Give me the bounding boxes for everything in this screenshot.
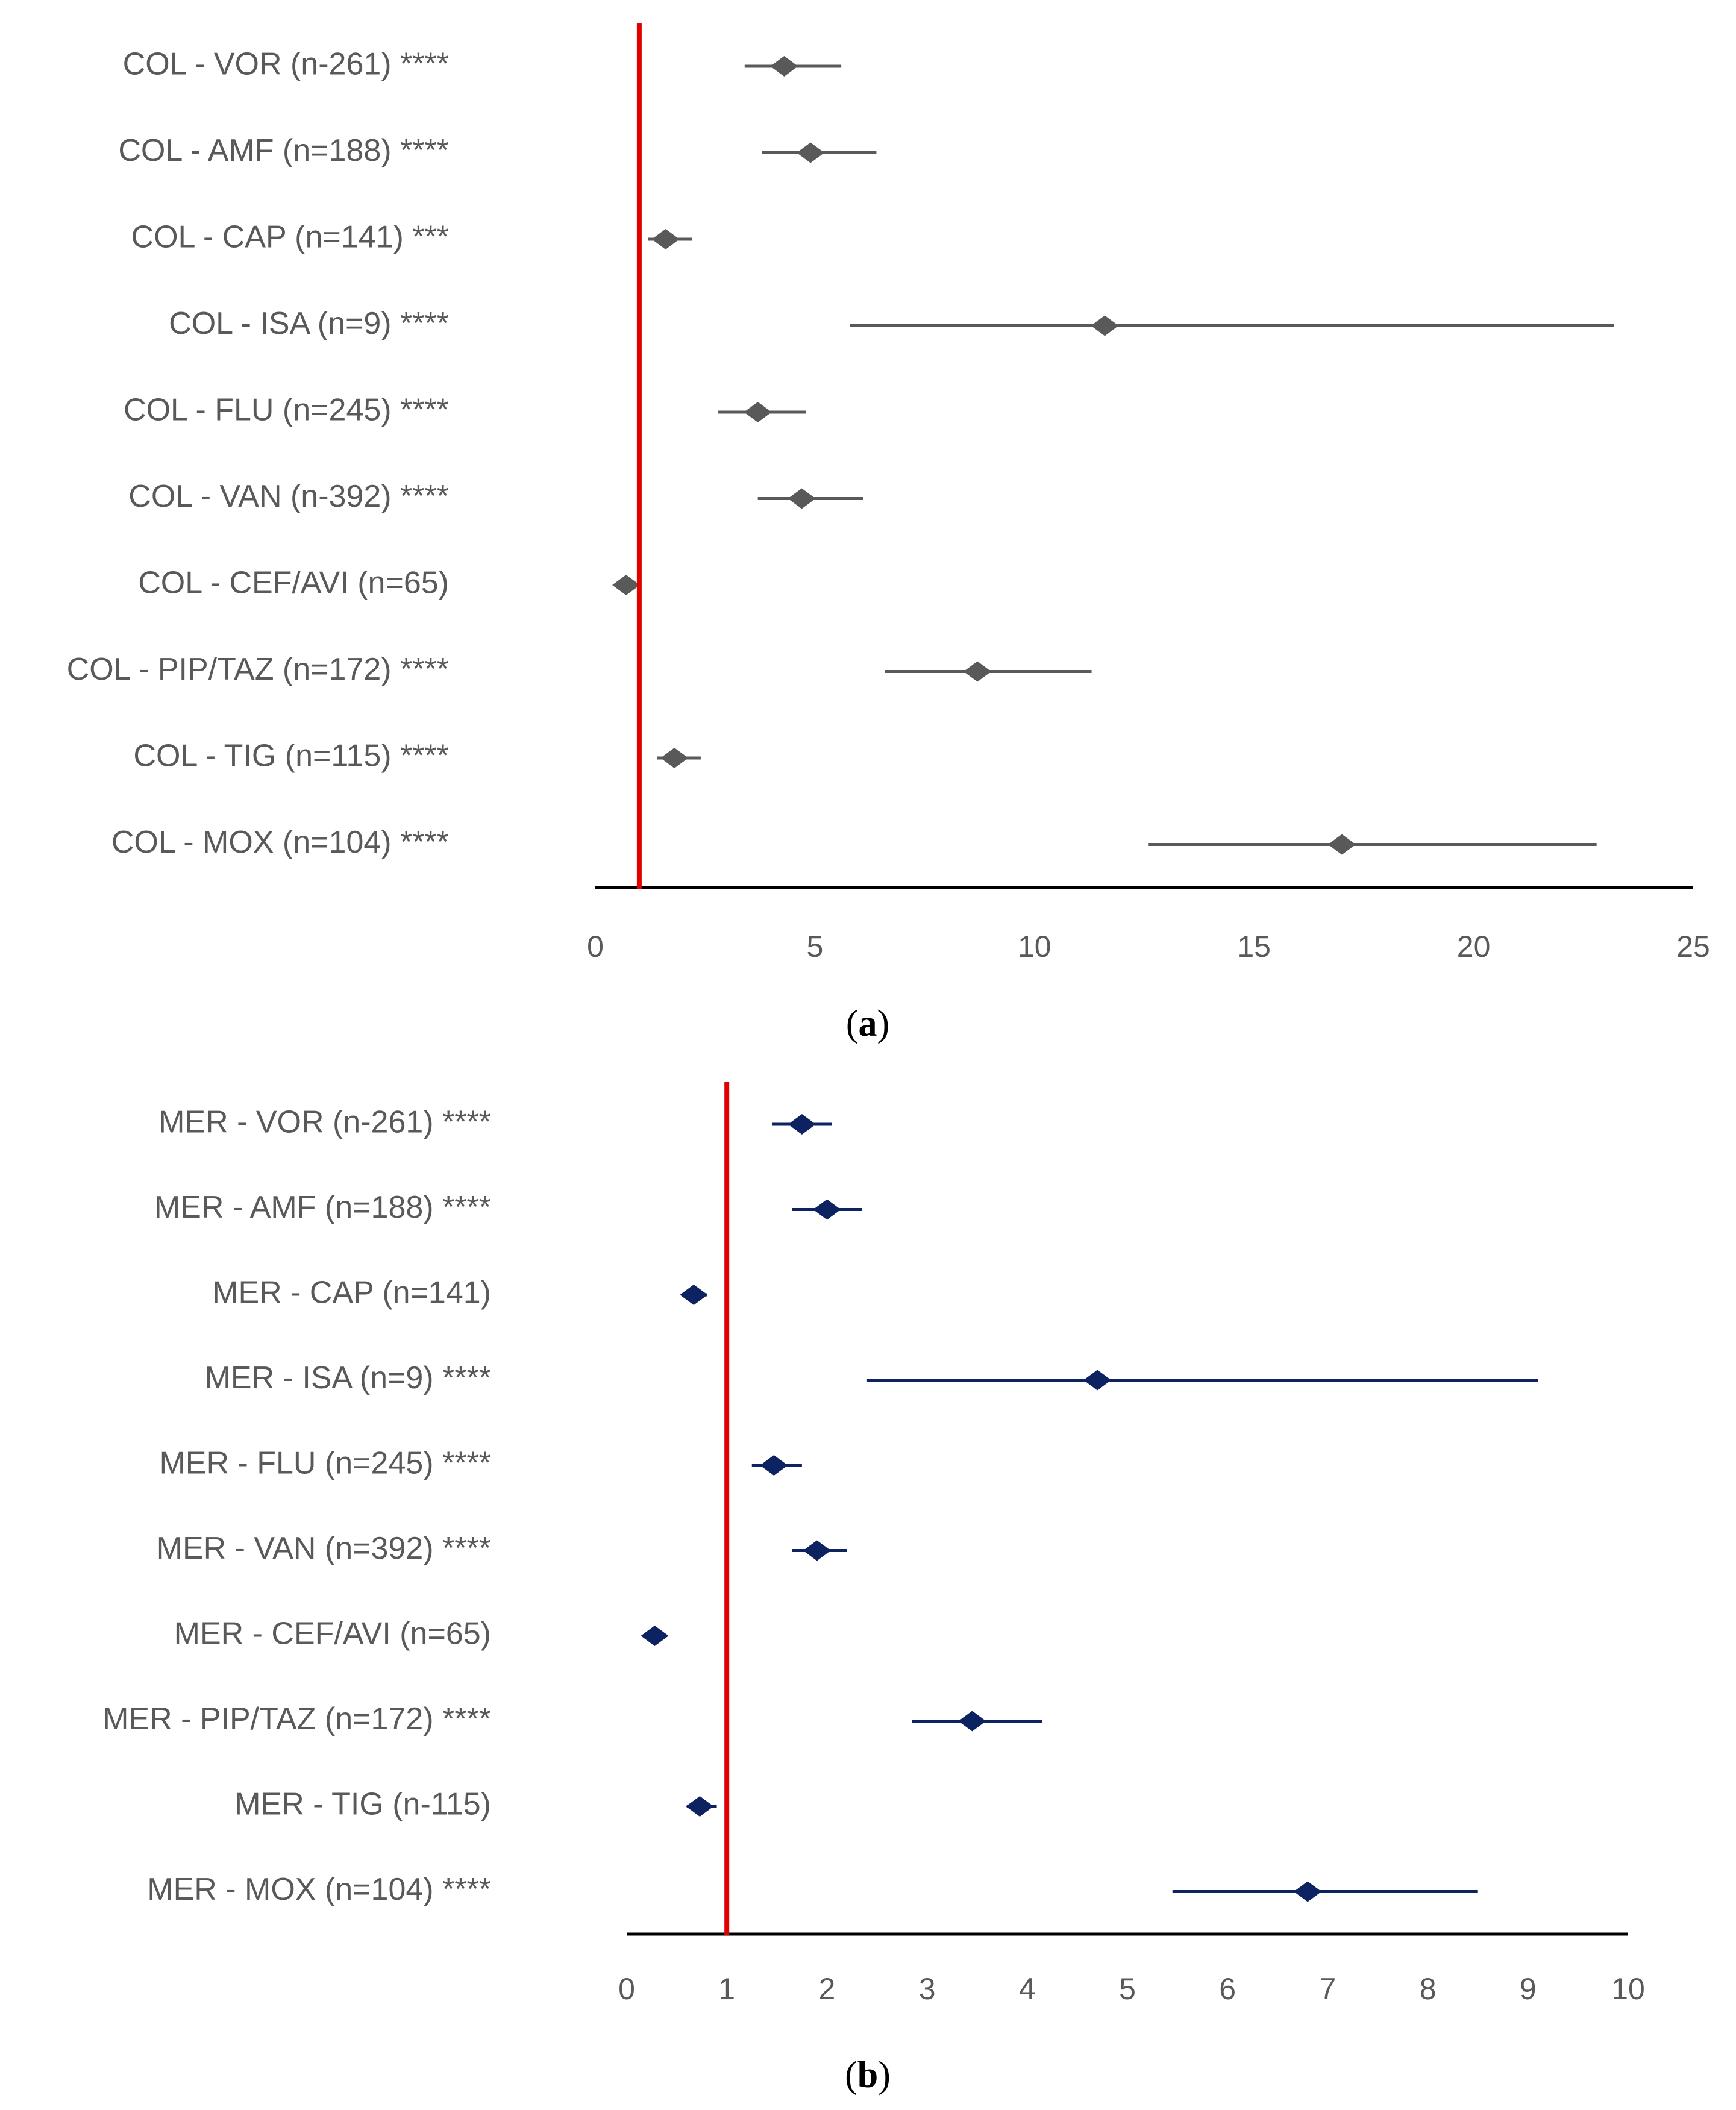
x-tick-label: 15 [1237, 930, 1271, 963]
point-estimate-marker [813, 1199, 841, 1220]
point-estimate-marker [964, 661, 992, 682]
panel-b: MER - VOR (n-261) **** MER - AMF (n=188) … [102, 1082, 1645, 2096]
row-label: MER - PIP/TAZ (n=172) **** [102, 1701, 491, 1736]
x-tick-label: 9 [1520, 1972, 1537, 2006]
row-label: MER - MOX (n=104) **** [147, 1872, 491, 1907]
point-estimate-marker [651, 229, 680, 249]
point-estimate-marker [686, 1796, 714, 1817]
row-label: MER - VAN (n=392) **** [157, 1531, 491, 1566]
row-label: COL - FLU (n=245) **** [124, 393, 449, 428]
point-estimate-marker [1091, 315, 1119, 336]
point-estimate-marker [1294, 1881, 1322, 1902]
row-label: MER - VOR (n-261) **** [158, 1105, 491, 1140]
row-label: COL - CAP (n=141) *** [131, 220, 449, 255]
row-label: COL - CEF/AVI (n=65) [138, 566, 449, 601]
row-label: MER - ISA (n=9) **** [205, 1360, 491, 1395]
panel-label: (b) [845, 2055, 891, 2096]
row-label: COL - VOR (n-261) **** [123, 47, 449, 82]
x-tick-label: 5 [806, 930, 823, 963]
x-tick-label: 0 [587, 930, 604, 963]
point-estimate-marker [612, 575, 641, 595]
point-estimate-marker [760, 1455, 788, 1476]
row-label: COL - MOX (n=104) **** [111, 825, 449, 860]
point-estimate-marker [788, 1114, 816, 1135]
row-label: COL - AMF (n=188) **** [118, 133, 449, 168]
point-estimate-marker [797, 142, 825, 163]
point-estimate-marker [1327, 834, 1356, 855]
point-estimate-marker [958, 1711, 986, 1732]
point-estimate-marker [803, 1540, 831, 1561]
row-label: MER - CEF/AVI (n=65) [174, 1617, 491, 1651]
x-tick-label: 2 [818, 1972, 835, 2006]
point-estimate-marker [1083, 1370, 1112, 1391]
x-tick-label: 1 [718, 1972, 735, 2006]
x-tick-label: 20 [1457, 930, 1491, 963]
row-label: MER - TIG (n-115) [234, 1787, 491, 1822]
point-estimate-marker [744, 402, 772, 422]
x-tick-label: 0 [618, 1972, 635, 2006]
x-tick-label: 8 [1420, 1972, 1437, 2006]
panel-label: (a) [846, 1003, 889, 1044]
row-label: COL - TIG (n=115) **** [133, 739, 449, 774]
point-estimate-marker [680, 1285, 708, 1305]
x-tick-label: 7 [1319, 1972, 1336, 2006]
point-estimate-marker [641, 1626, 669, 1646]
row-label: MER - CAP (n=141) [212, 1276, 491, 1310]
x-tick-label: 5 [1119, 1972, 1136, 2006]
point-estimate-marker [788, 488, 816, 509]
x-tick-label: 10 [1018, 930, 1051, 963]
point-estimate-marker [660, 748, 689, 768]
x-tick-label: 3 [919, 1972, 936, 2006]
row-label: COL - ISA (n=9) **** [169, 306, 449, 341]
panel-a: COL - VOR (n-261) **** COL - AMF (n=188) … [67, 23, 1710, 1044]
row-label: MER - AMF (n=188) **** [154, 1190, 491, 1225]
x-tick-label: 4 [1019, 1972, 1036, 2006]
row-label: COL - VAN (n-392) **** [128, 479, 449, 514]
x-tick-label: 10 [1611, 1972, 1645, 2006]
row-label: COL - PIP/TAZ (n=172) **** [67, 652, 449, 687]
point-estimate-marker [770, 56, 798, 77]
x-tick-label: 6 [1219, 1972, 1236, 2006]
row-label: MER - FLU (n=245) **** [159, 1446, 491, 1481]
x-tick-label: 25 [1676, 930, 1710, 963]
